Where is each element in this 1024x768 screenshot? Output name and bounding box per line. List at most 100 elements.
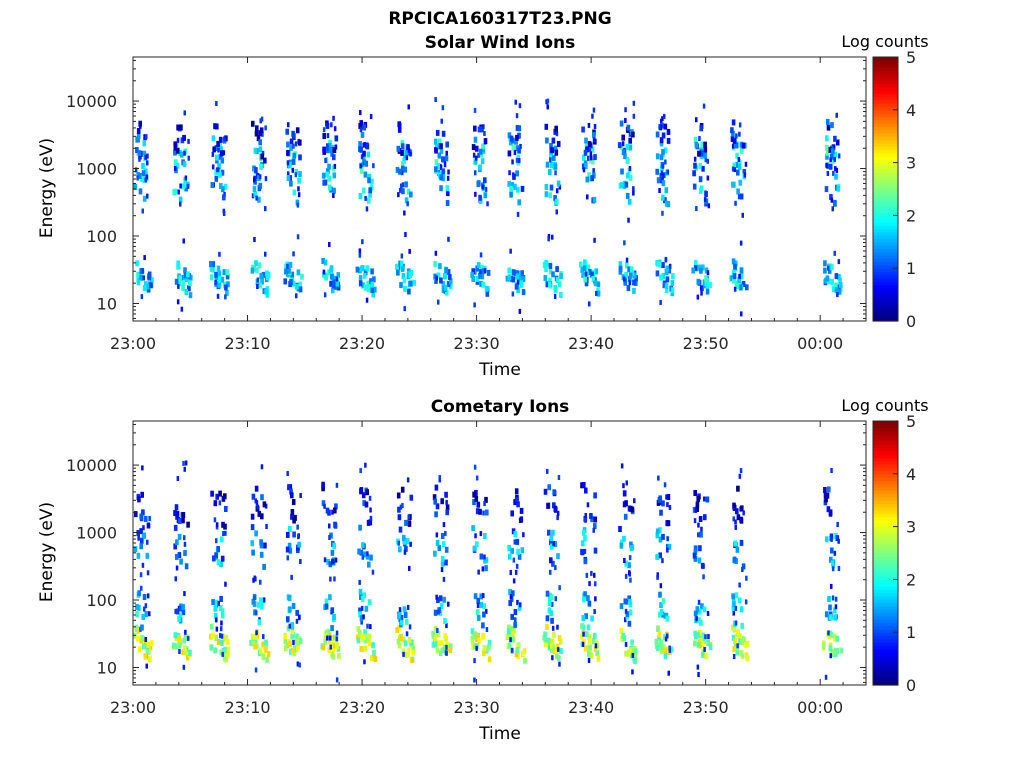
- heatmap-cell: [666, 169, 669, 175]
- heatmap-cell: [363, 269, 368, 276]
- heatmap-cell: [365, 265, 369, 272]
- heatmap-cell: [224, 135, 228, 142]
- heatmap-cell: [732, 162, 737, 169]
- colorbar-segment: [873, 291, 898, 296]
- heatmap-cell: [407, 288, 411, 295]
- heatmap-cell: [137, 496, 141, 503]
- heatmap-cell: [740, 639, 745, 646]
- heatmap-cell: [360, 619, 363, 625]
- heatmap-cell: [693, 490, 697, 496]
- heatmap-cell: [837, 566, 841, 571]
- heatmap-cell: [433, 261, 437, 267]
- heatmap-cell: [821, 643, 826, 650]
- heatmap-cell: [144, 603, 148, 609]
- heatmap-cell: [627, 198, 632, 205]
- colorbar-segment: [873, 255, 898, 259]
- heatmap-cell: [664, 283, 669, 290]
- heatmap-cell: [220, 608, 225, 615]
- heatmap-cell: [437, 609, 440, 615]
- heatmap-cell: [331, 165, 336, 172]
- heatmap-cell: [359, 167, 364, 174]
- colorbar-segment: [873, 483, 898, 488]
- heatmap-cell: [300, 273, 304, 280]
- heatmap-cell: [181, 512, 186, 518]
- heatmap-cell: [823, 260, 827, 267]
- heatmap-cell: [178, 612, 183, 619]
- heatmap-cell: [219, 561, 223, 568]
- heatmap-cell: [398, 526, 403, 533]
- heatmap-cell: [140, 537, 144, 544]
- heatmap-cell: [408, 271, 413, 278]
- heatmap-cell: [625, 480, 628, 486]
- heatmap-cell: [397, 642, 402, 649]
- heatmap-cell: [548, 262, 553, 269]
- plot-frame: [132, 56, 867, 322]
- heatmap-cell: [220, 157, 225, 164]
- x-tick-label: 23:00: [110, 334, 156, 353]
- heatmap-cell: [627, 620, 632, 627]
- heatmap-cell: [834, 282, 838, 289]
- heatmap-cell: [362, 500, 366, 507]
- heatmap-cell: [545, 281, 550, 288]
- heatmap-cell: [330, 549, 335, 556]
- heatmap-cell: [473, 302, 476, 308]
- colorbar-segment: [873, 457, 898, 462]
- heatmap-cell: [700, 651, 705, 658]
- heatmap-cell: [264, 206, 267, 212]
- heatmap-cell: [734, 260, 738, 267]
- heatmap-cell: [218, 153, 223, 160]
- heatmap-cell: [634, 280, 638, 286]
- heatmap-cell: [220, 620, 223, 626]
- heatmap-cell: [444, 546, 449, 553]
- colorbar-segment: [873, 175, 898, 180]
- heatmap-cell: [222, 269, 227, 276]
- heatmap-cell: [298, 154, 302, 161]
- heatmap-cell: [826, 124, 831, 131]
- heatmap-cell: [211, 599, 215, 606]
- heatmap-cell: [220, 626, 223, 632]
- heatmap-cell: [590, 570, 593, 576]
- heatmap-cell: [834, 648, 838, 655]
- heatmap-cell: [321, 258, 325, 264]
- heatmap-cell: [701, 641, 705, 647]
- heatmap-cell: [175, 510, 180, 517]
- heatmap-cell: [831, 614, 835, 621]
- heatmap-cell: [484, 285, 489, 292]
- heatmap-cell: [624, 271, 628, 278]
- heatmap-cell: [664, 187, 669, 194]
- heatmap-cell: [553, 286, 558, 293]
- heatmap-cell: [436, 628, 439, 633]
- heatmap-cell: [181, 183, 186, 190]
- heatmap-cell: [442, 596, 447, 603]
- heatmap-cell: [335, 280, 339, 287]
- heatmap-cell: [434, 250, 438, 256]
- heatmap-cell: [402, 149, 406, 156]
- heatmap-cell: [587, 638, 592, 645]
- heatmap-cell: [334, 557, 338, 563]
- colorbar-segment: [873, 288, 898, 292]
- heatmap-cell: [509, 275, 514, 282]
- heatmap-cell: [144, 516, 148, 522]
- heatmap-cell: [731, 634, 736, 641]
- colorbar-tick-label: 0: [906, 676, 916, 695]
- heatmap-cell: [366, 551, 369, 557]
- heatmap-cell: [258, 139, 262, 146]
- heatmap-cell: [585, 146, 589, 153]
- heatmap-cell: [736, 485, 740, 492]
- heatmap-cell: [396, 269, 400, 276]
- heatmap-cell: [835, 139, 840, 146]
- heatmap-cell: [404, 149, 409, 156]
- heatmap-cell: [661, 500, 665, 507]
- colorbar-segment: [873, 205, 898, 210]
- heatmap-cell: [485, 509, 489, 516]
- heatmap-cell: [739, 650, 744, 657]
- heatmap-cell: [175, 565, 179, 571]
- colorbar-segment: [873, 215, 898, 220]
- heatmap-cell: [298, 286, 303, 293]
- heatmap-cell: [443, 618, 447, 625]
- colorbar-segment: [873, 57, 898, 61]
- heatmap-cell: [433, 625, 438, 632]
- heatmap-cell: [543, 641, 548, 648]
- heatmap-cell: [224, 635, 229, 641]
